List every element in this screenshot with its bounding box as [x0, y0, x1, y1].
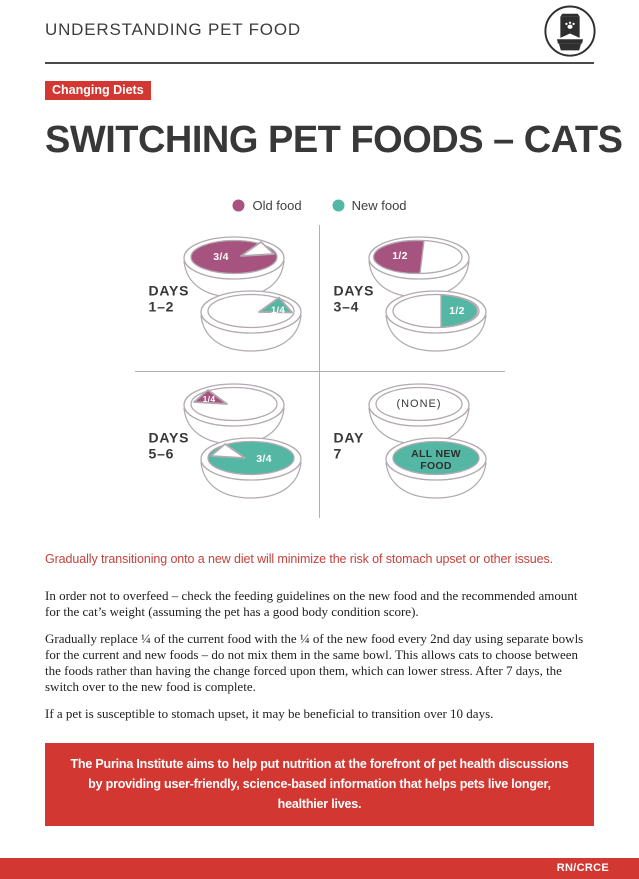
legend-item-new-food: New food: [332, 198, 407, 213]
legend-label-old-food: Old food: [252, 198, 302, 213]
fraction-label: 1/4: [270, 305, 285, 316]
body-paragraph-1: In order not to overfeed – check the fee…: [45, 588, 578, 620]
fraction-label: 1/4: [202, 394, 215, 404]
document-code-bar: RN/CRCE: [0, 858, 639, 879]
day-label: DAY 7: [333, 429, 365, 462]
old-food-bowl: 1/4: [182, 383, 285, 445]
new-food-bowl: 1/2: [384, 290, 487, 352]
day-label: DAYS 1–2: [148, 282, 190, 315]
page-kicker: UNDERSTANDING PET FOOD: [45, 20, 301, 39]
old-food-bowl: (NONE): [367, 383, 470, 445]
fraction-label-line2: FOOD: [420, 460, 452, 472]
quadrant-day-7: DAY 7 (NONE) ALL NEW FOOD: [320, 372, 505, 518]
day-label-line2: 5–6: [148, 445, 175, 462]
fraction-label: 3/4: [256, 453, 272, 465]
day-label-line2: 7: [333, 445, 343, 462]
day-label: DAYS 5–6: [148, 429, 190, 462]
fraction-label: 1/2: [449, 305, 465, 317]
page-title: SWITCHING PET FOODS – CATS: [45, 119, 623, 161]
lead-paragraph: Gradually transitioning onto a new diet …: [45, 552, 553, 566]
quadrant-days-5-6: DAYS 5–6 1/4 3/4: [135, 372, 320, 518]
new-food-dot-icon: [332, 199, 345, 212]
quadrant-days-3-4: DAYS 3–4 1/2 1/2: [319, 225, 505, 372]
fraction-label-line1: ALL NEW: [411, 448, 461, 460]
legend-item-old-food: Old food: [232, 198, 302, 213]
fraction-label: (NONE): [396, 398, 441, 410]
new-food-bowl: ALL NEW FOOD: [384, 437, 487, 499]
day-label-line1: DAYS: [148, 282, 190, 299]
day-label-line1: DAYS: [148, 429, 190, 446]
body-paragraph-2: Gradually replace ¼ of the current food …: [45, 630, 584, 695]
bowls-days-5-6: 1/4 3/4: [182, 383, 302, 499]
legend-label-new-food: New food: [351, 198, 407, 213]
new-food-bowl: 1/4: [199, 290, 302, 352]
quadrant-days-1-2: DAYS 1–2 3/4 1/4: [134, 225, 320, 372]
header-rule: [45, 62, 594, 64]
old-food-bowl: 1/2: [367, 236, 470, 298]
day-label-line2: 3–4: [333, 298, 360, 315]
bowls-days-3-4: 1/2 1/2: [367, 236, 487, 352]
callout-box: The Purina Institute aims to help put nu…: [45, 742, 594, 826]
new-food-bowl: 3/4: [199, 437, 302, 499]
day-label-line2: 1–2: [148, 298, 175, 315]
transition-diagram: DAYS 1–2 3/4 1/4: [134, 225, 505, 518]
old-food-bowl: 3/4: [182, 236, 285, 298]
fraction-label: 3/4: [213, 251, 229, 263]
pet-food-bag-and-bowl-icon: [544, 5, 596, 57]
header: UNDERSTANDING PET FOOD: [0, 0, 639, 62]
day-label-line1: DAY: [333, 429, 365, 446]
doc-code: RN/CRCE: [556, 862, 609, 874]
legend: Old food New food: [0, 198, 639, 213]
body-paragraph-3: If a pet is susceptible to stomach upset…: [45, 705, 494, 721]
day-label: DAYS 3–4: [333, 282, 375, 315]
fraction-label: 1/2: [392, 250, 408, 262]
bowls-day-7: (NONE) ALL NEW FOOD: [367, 383, 487, 499]
body-copy: In order not to overfeed – check the fee…: [45, 588, 594, 722]
old-food-dot-icon: [232, 199, 245, 212]
category-badge: Changing Diets: [45, 81, 151, 100]
day-label-line1: DAYS: [333, 282, 375, 299]
bowls-days-1-2: 3/4 1/4: [182, 236, 302, 352]
